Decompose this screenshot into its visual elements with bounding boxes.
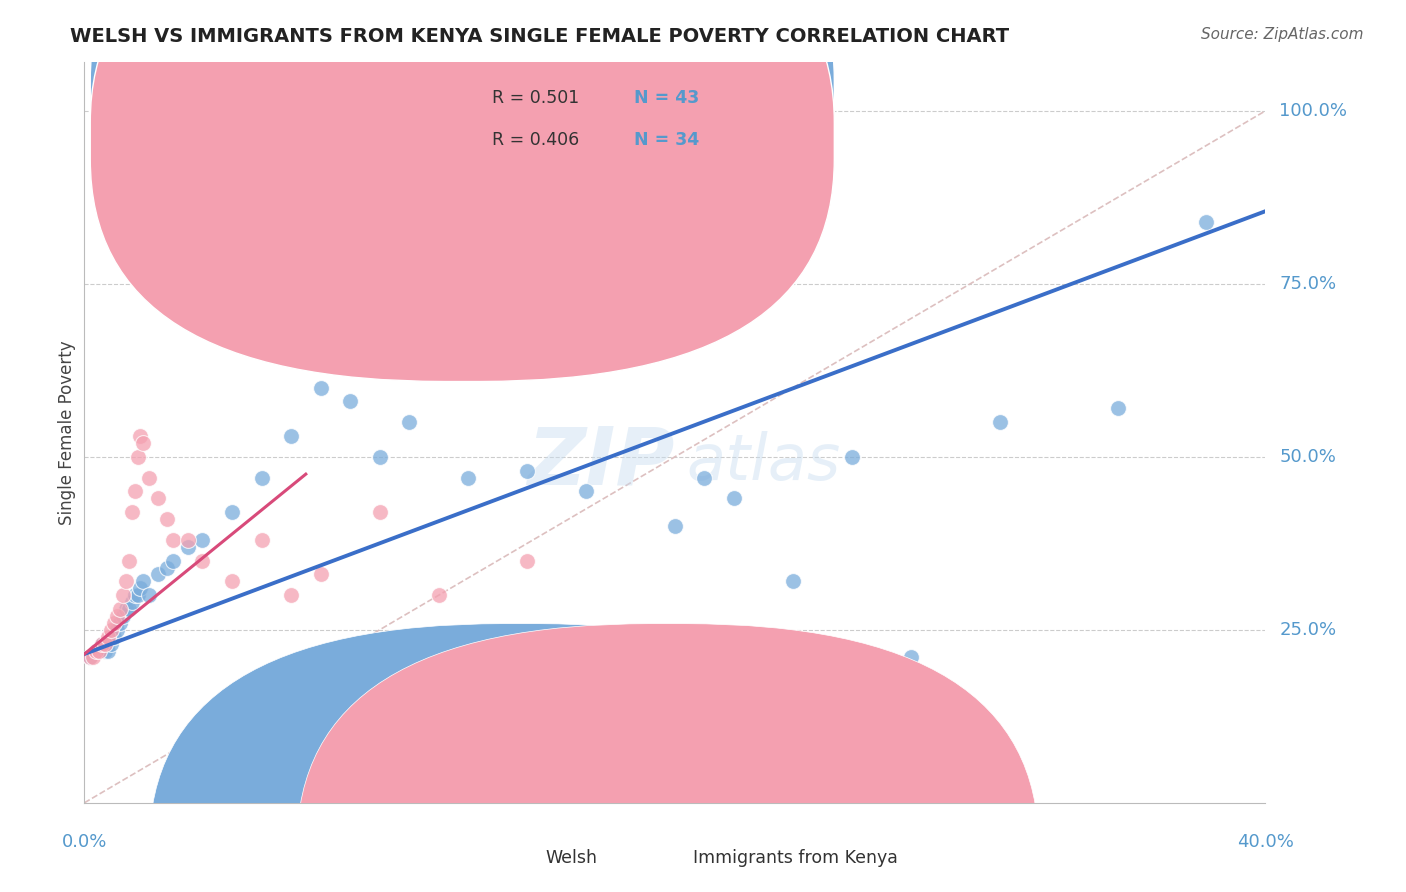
Text: 0.0%: 0.0%	[62, 833, 107, 851]
Point	[664, 692, 686, 706]
Point	[368, 505, 391, 519]
Text: ZIP: ZIP	[527, 423, 675, 501]
Point	[108, 615, 131, 630]
Point	[132, 574, 155, 589]
Point	[191, 533, 214, 547]
Point	[309, 381, 332, 395]
Text: atlas: atlas	[686, 431, 841, 493]
Point	[100, 637, 122, 651]
Point	[114, 602, 136, 616]
Point	[97, 630, 120, 644]
Point	[100, 623, 122, 637]
Point	[177, 533, 200, 547]
FancyBboxPatch shape	[297, 624, 1039, 892]
Text: N = 34: N = 34	[634, 131, 699, 149]
Point	[129, 582, 152, 596]
Point	[124, 484, 146, 499]
Point	[105, 623, 128, 637]
Text: R = 0.406: R = 0.406	[492, 131, 579, 149]
Point	[516, 464, 538, 478]
Point	[121, 505, 143, 519]
Point	[103, 630, 125, 644]
Point	[124, 588, 146, 602]
Point	[221, 505, 243, 519]
Point	[280, 588, 302, 602]
Point	[108, 602, 131, 616]
Point	[1195, 214, 1218, 228]
Point	[339, 394, 361, 409]
Point	[111, 588, 134, 602]
Point	[156, 512, 179, 526]
Text: 50.0%: 50.0%	[1279, 448, 1336, 466]
Point	[127, 450, 149, 464]
Text: Welsh: Welsh	[546, 849, 598, 867]
Point	[162, 533, 184, 547]
Point	[138, 470, 160, 484]
Point	[97, 643, 120, 657]
Point	[84, 643, 107, 657]
Point	[250, 533, 273, 547]
Point	[988, 415, 1011, 429]
FancyBboxPatch shape	[90, 0, 834, 382]
Y-axis label: Single Female Poverty: Single Female Poverty	[58, 341, 76, 524]
Point	[1107, 401, 1129, 416]
Point	[148, 491, 170, 506]
Point	[127, 588, 149, 602]
Point	[91, 637, 114, 651]
Point	[132, 436, 155, 450]
Text: Immigrants from Kenya: Immigrants from Kenya	[693, 849, 897, 867]
Point	[118, 602, 141, 616]
Point	[162, 554, 184, 568]
Point	[91, 637, 114, 651]
Text: Source: ZipAtlas.com: Source: ZipAtlas.com	[1201, 27, 1364, 42]
Text: N = 43: N = 43	[634, 89, 699, 107]
FancyBboxPatch shape	[149, 624, 891, 892]
Point	[811, 706, 834, 720]
Point	[118, 554, 141, 568]
Text: 40.0%: 40.0%	[1237, 833, 1294, 851]
Point	[103, 615, 125, 630]
Point	[177, 540, 200, 554]
Point	[114, 574, 136, 589]
Point	[148, 567, 170, 582]
Text: 100.0%: 100.0%	[1279, 102, 1347, 120]
Point	[723, 491, 745, 506]
Point	[221, 574, 243, 589]
Point	[368, 450, 391, 464]
Point	[516, 554, 538, 568]
Point	[82, 650, 104, 665]
Text: R = 0.501: R = 0.501	[492, 89, 579, 107]
Point	[457, 470, 479, 484]
Point	[693, 470, 716, 484]
Point	[121, 595, 143, 609]
Text: 75.0%: 75.0%	[1279, 275, 1337, 293]
Point	[105, 609, 128, 624]
Text: 25.0%: 25.0%	[1279, 621, 1337, 639]
Point	[782, 574, 804, 589]
Point	[129, 429, 152, 443]
Point	[87, 643, 111, 657]
Point	[280, 429, 302, 443]
Point	[664, 519, 686, 533]
Point	[111, 609, 134, 624]
Point	[79, 650, 101, 665]
Point	[87, 643, 111, 657]
Point	[79, 650, 101, 665]
Point	[250, 470, 273, 484]
Point	[156, 560, 179, 574]
FancyBboxPatch shape	[90, 0, 834, 339]
Point	[398, 415, 420, 429]
Point	[309, 567, 332, 582]
Point	[191, 554, 214, 568]
FancyBboxPatch shape	[427, 66, 752, 173]
Point	[575, 484, 598, 499]
Point	[900, 650, 922, 665]
Text: WELSH VS IMMIGRANTS FROM KENYA SINGLE FEMALE POVERTY CORRELATION CHART: WELSH VS IMMIGRANTS FROM KENYA SINGLE FE…	[70, 27, 1010, 45]
Point	[138, 588, 160, 602]
Point	[427, 588, 450, 602]
Point	[841, 450, 863, 464]
Point	[94, 643, 117, 657]
Point	[94, 637, 117, 651]
Point	[84, 643, 107, 657]
